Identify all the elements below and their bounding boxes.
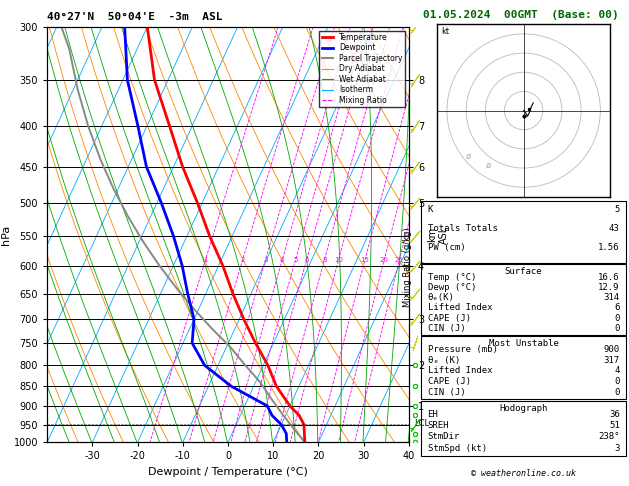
- Text: 1.56: 1.56: [598, 243, 620, 252]
- Text: 0: 0: [615, 388, 620, 397]
- Text: CIN (J): CIN (J): [428, 388, 465, 397]
- Text: 6: 6: [304, 257, 309, 263]
- Text: 01.05.2024  00GMT  (Base: 00): 01.05.2024 00GMT (Base: 00): [423, 10, 618, 20]
- Text: 5: 5: [293, 257, 298, 263]
- Text: EH: EH: [428, 410, 438, 419]
- Text: 0: 0: [615, 324, 620, 332]
- Text: 0: 0: [615, 313, 620, 323]
- Text: 4: 4: [280, 257, 284, 263]
- Bar: [421, 336, 626, 399]
- Text: 3: 3: [615, 444, 620, 452]
- Text: LCL: LCL: [415, 419, 430, 428]
- Bar: [421, 401, 626, 456]
- Text: 16.6: 16.6: [598, 273, 620, 282]
- Text: Temp (°C): Temp (°C): [428, 273, 476, 282]
- Text: Lifted Index: Lifted Index: [428, 366, 492, 375]
- Text: kt: kt: [441, 27, 449, 36]
- Text: 15: 15: [360, 257, 369, 263]
- Text: StmDir: StmDir: [428, 433, 460, 441]
- Text: ø: ø: [486, 161, 491, 170]
- Text: 3: 3: [263, 257, 267, 263]
- Text: 4: 4: [615, 366, 620, 375]
- Y-axis label: km
ASL: km ASL: [427, 226, 448, 243]
- Text: Totals Totals: Totals Totals: [428, 224, 498, 233]
- Text: K: K: [428, 205, 433, 214]
- Text: 25: 25: [395, 257, 404, 263]
- Text: 2: 2: [240, 257, 245, 263]
- Text: Dewp (°C): Dewp (°C): [428, 283, 476, 292]
- Text: Surface: Surface: [505, 267, 542, 277]
- Text: 20: 20: [380, 257, 389, 263]
- Text: StmSpd (kt): StmSpd (kt): [428, 444, 487, 452]
- Text: ø: ø: [466, 152, 471, 160]
- Text: 1: 1: [203, 257, 208, 263]
- Bar: [421, 201, 626, 262]
- Text: 10: 10: [334, 257, 343, 263]
- Text: PW (cm): PW (cm): [428, 243, 465, 252]
- Text: 8: 8: [322, 257, 326, 263]
- Y-axis label: hPa: hPa: [1, 225, 11, 244]
- Text: 36: 36: [609, 410, 620, 419]
- Text: 238°: 238°: [598, 433, 620, 441]
- Text: 6: 6: [615, 303, 620, 312]
- Text: 51: 51: [609, 421, 620, 430]
- Text: 900: 900: [604, 345, 620, 354]
- Text: θₑ (K): θₑ (K): [428, 356, 460, 364]
- Text: Pressure (mb): Pressure (mb): [428, 345, 498, 354]
- Legend: Temperature, Dewpoint, Parcel Trajectory, Dry Adiabat, Wet Adiabat, Isotherm, Mi: Temperature, Dewpoint, Parcel Trajectory…: [320, 31, 405, 107]
- Text: CAPE (J): CAPE (J): [428, 313, 470, 323]
- Text: 0: 0: [615, 377, 620, 386]
- Text: SREH: SREH: [428, 421, 449, 430]
- Text: Lifted Index: Lifted Index: [428, 303, 492, 312]
- Text: 5: 5: [615, 205, 620, 214]
- Text: 317: 317: [604, 356, 620, 364]
- Text: Hodograph: Hodograph: [499, 404, 548, 413]
- Text: θₑ(K): θₑ(K): [428, 294, 454, 302]
- Text: CIN (J): CIN (J): [428, 324, 465, 332]
- Text: 43: 43: [609, 224, 620, 233]
- X-axis label: Dewpoint / Temperature (°C): Dewpoint / Temperature (°C): [148, 467, 308, 477]
- Text: CAPE (J): CAPE (J): [428, 377, 470, 386]
- Text: 40°27'N  50°04'E  -3m  ASL: 40°27'N 50°04'E -3m ASL: [47, 12, 223, 22]
- Text: Most Unstable: Most Unstable: [489, 339, 559, 348]
- Text: Mixing Ratio (g/kg): Mixing Ratio (g/kg): [403, 227, 412, 307]
- Text: 314: 314: [604, 294, 620, 302]
- Bar: [421, 264, 626, 334]
- Text: © weatheronline.co.uk: © weatheronline.co.uk: [471, 469, 576, 478]
- Text: 12.9: 12.9: [598, 283, 620, 292]
